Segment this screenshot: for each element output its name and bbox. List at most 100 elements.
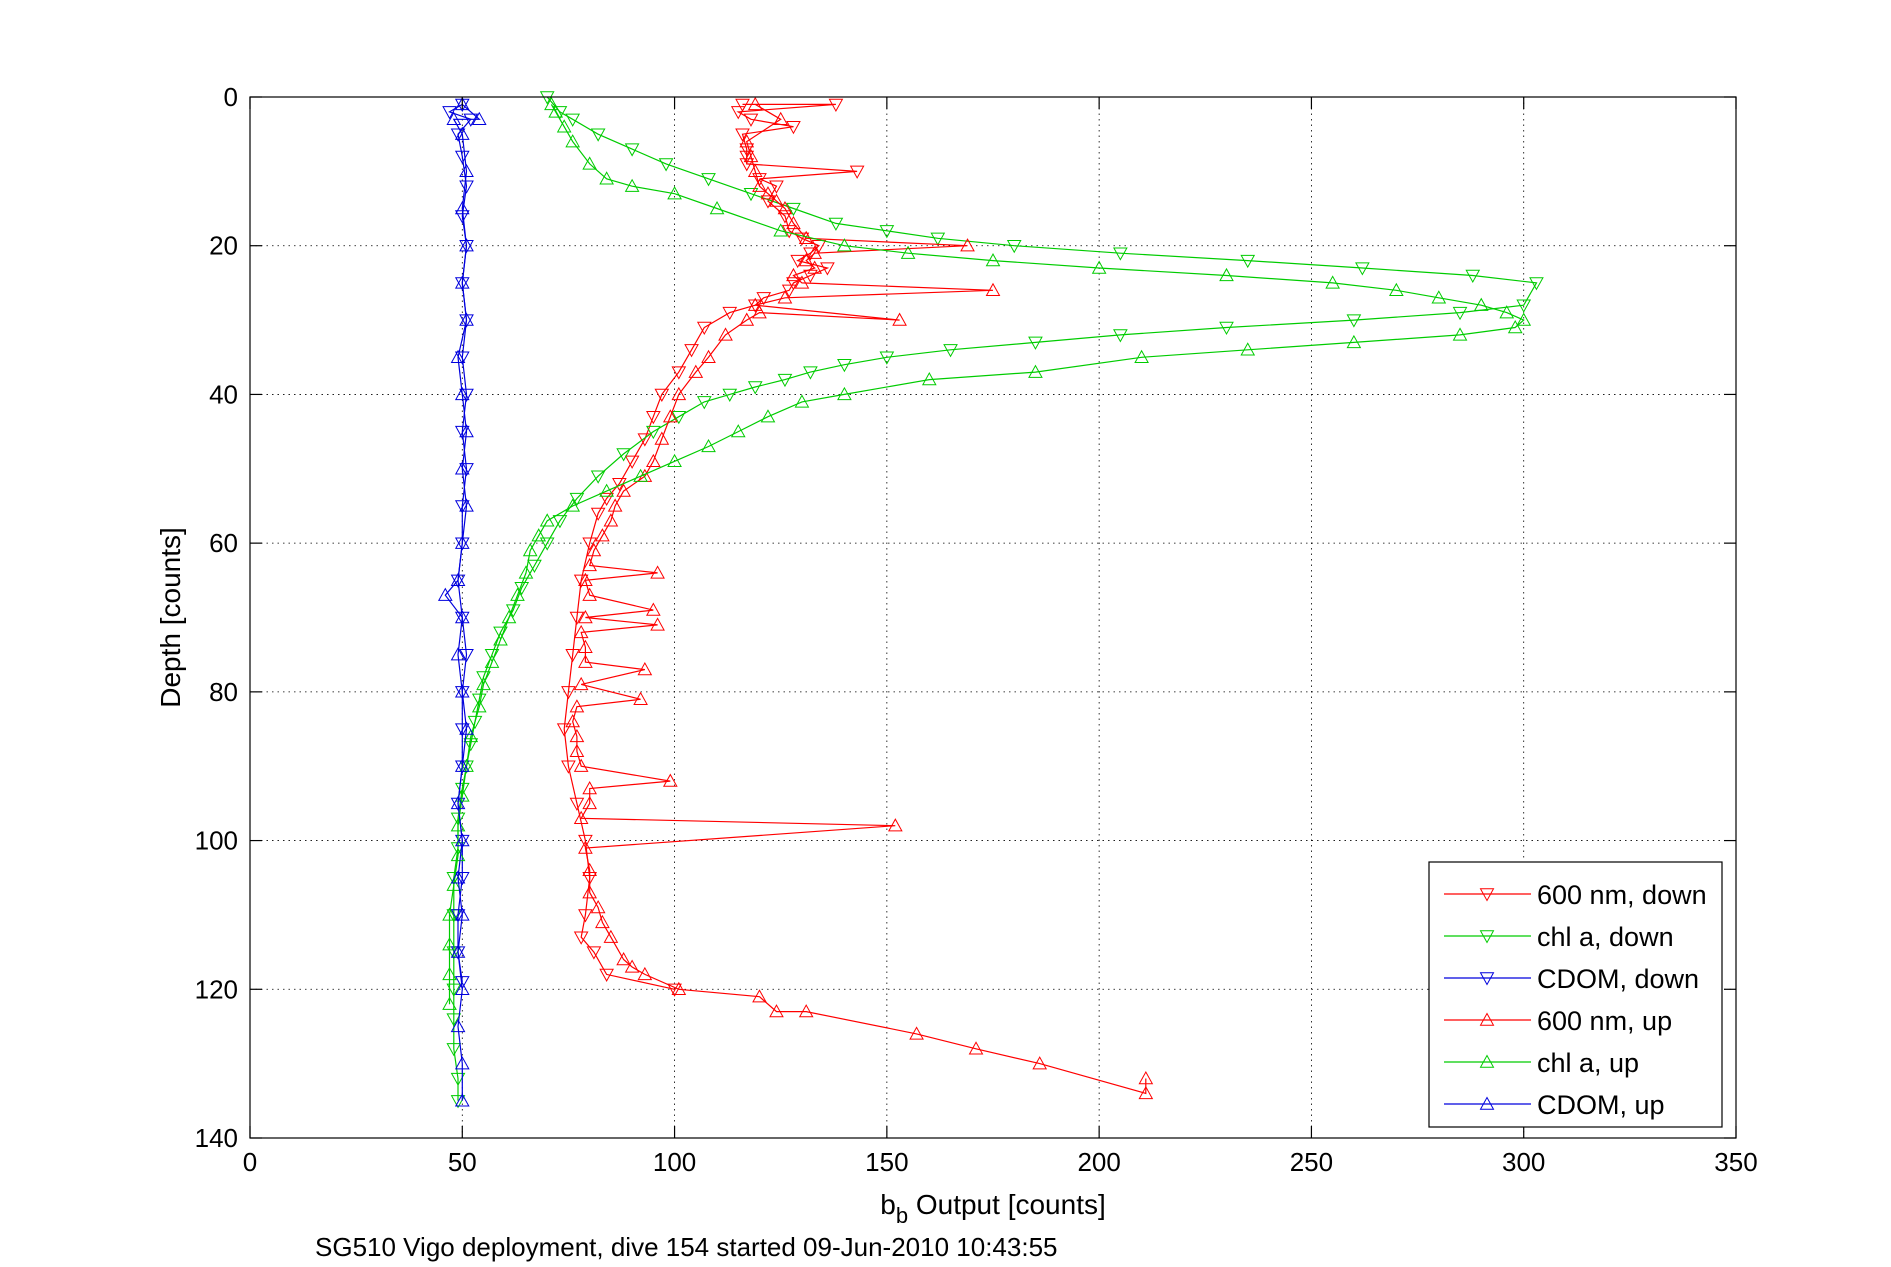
- data-point: [459, 463, 474, 477]
- series-4: [442, 96, 1532, 1010]
- data-point: [900, 245, 916, 259]
- data-point: [518, 565, 534, 579]
- data-point: [454, 907, 470, 921]
- y-tick-label: 60: [209, 528, 238, 558]
- data-point: [484, 648, 500, 663]
- y-axis-label: Depth [counts]: [155, 527, 186, 708]
- data-point: [879, 351, 895, 365]
- series-5: [437, 96, 487, 1107]
- data-point: [1529, 277, 1544, 291]
- data-point: [781, 284, 797, 298]
- legend-marker-sample: [1479, 888, 1495, 902]
- data-point: [671, 411, 687, 425]
- data-point: [590, 128, 606, 142]
- data-point: [1219, 267, 1234, 282]
- data-point: [760, 195, 776, 209]
- data-point: [556, 723, 572, 737]
- data-point: [752, 989, 767, 1003]
- x-tick-label: 200: [1077, 1147, 1120, 1177]
- data-point: [828, 98, 844, 112]
- legend-label: 600 nm, up: [1537, 1006, 1672, 1036]
- legend-marker-sample: [1479, 972, 1495, 986]
- data-point: [454, 386, 470, 401]
- data-point: [837, 358, 852, 373]
- data-point: [849, 165, 865, 179]
- data-point: [624, 178, 640, 192]
- data-point: [442, 106, 457, 120]
- data-point: [590, 507, 606, 521]
- data-point: [786, 202, 801, 217]
- data-point: [569, 728, 585, 743]
- series-line: [444, 103, 481, 1101]
- data-point: [671, 366, 687, 380]
- data-point: [811, 240, 827, 254]
- data-point: [599, 968, 614, 982]
- data-point: [747, 163, 763, 178]
- x-axis-label-subscript: b: [896, 1203, 908, 1228]
- series-0: [556, 98, 865, 997]
- data-point: [1113, 329, 1128, 343]
- data-point: [471, 111, 487, 126]
- data-point: [459, 721, 474, 735]
- data-point: [586, 543, 602, 557]
- data-point: [459, 238, 474, 252]
- data-point: [471, 693, 487, 707]
- data-point: [760, 186, 776, 200]
- data-point: [603, 929, 619, 943]
- x-tick-label: 250: [1290, 1147, 1333, 1177]
- data-point: [450, 847, 466, 862]
- data-point: [1507, 319, 1523, 334]
- data-point: [709, 201, 725, 215]
- data-point: [454, 126, 470, 140]
- data-series: [437, 91, 1544, 1109]
- data-point: [616, 448, 631, 462]
- data-point: [671, 981, 687, 995]
- data-point: [667, 453, 682, 468]
- data-point: [471, 699, 487, 713]
- legend-entry: CDOM, up: [1444, 1090, 1665, 1120]
- data-point: [442, 996, 457, 1010]
- data-point: [786, 215, 801, 230]
- data-point: [573, 758, 589, 772]
- data-point: [667, 186, 682, 200]
- data-point: [454, 1056, 470, 1070]
- data-point: [752, 305, 767, 319]
- y-tick-label: 0: [224, 82, 238, 112]
- legend-marker-sample: [1479, 1054, 1495, 1068]
- data-point: [1138, 1085, 1154, 1100]
- data-point: [739, 312, 755, 326]
- x-tick-label: 350: [1714, 1147, 1757, 1177]
- data-point: [747, 96, 763, 111]
- data-point: [578, 840, 593, 854]
- data-point: [752, 173, 767, 187]
- data-point: [837, 238, 852, 252]
- data-point: [645, 411, 661, 425]
- data-point: [930, 232, 946, 246]
- data-point: [582, 862, 598, 877]
- legend-entry: chl a, up: [1444, 1048, 1639, 1078]
- data-point: [454, 500, 470, 514]
- data-point: [985, 282, 1001, 297]
- data-point: [1355, 262, 1370, 276]
- data-point: [752, 178, 767, 192]
- data-point: [1219, 321, 1234, 336]
- y-tick-label: 40: [209, 379, 238, 409]
- legend-label: chl a, up: [1537, 1048, 1639, 1078]
- data-point: [1240, 254, 1256, 269]
- data-point: [454, 611, 470, 626]
- data-point: [1028, 336, 1043, 350]
- data-point: [454, 351, 470, 365]
- data-point: [662, 773, 678, 787]
- data-point: [633, 691, 648, 705]
- data-point: [730, 106, 746, 120]
- data-point: [1134, 349, 1149, 363]
- data-point: [1499, 305, 1515, 319]
- data-point: [565, 498, 581, 512]
- data-point: [828, 217, 844, 231]
- data-point: [645, 453, 661, 468]
- data-point: [573, 574, 589, 588]
- data-point: [442, 937, 457, 951]
- legend-marker-sample: [1479, 1096, 1495, 1110]
- data-point: [735, 128, 750, 142]
- data-point: [769, 193, 784, 207]
